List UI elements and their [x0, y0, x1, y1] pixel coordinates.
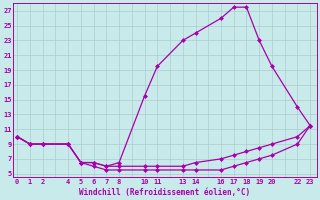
X-axis label: Windchill (Refroidissement éolien,°C): Windchill (Refroidissement éolien,°C) [79, 188, 251, 197]
